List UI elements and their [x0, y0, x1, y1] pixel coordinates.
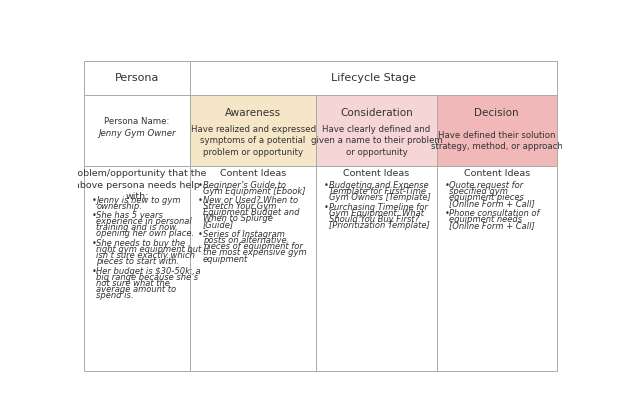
- Text: •: •: [444, 209, 449, 218]
- Text: •: •: [198, 230, 203, 239]
- Text: Quote request for: Quote request for: [449, 181, 524, 190]
- Text: specified gym: specified gym: [449, 187, 509, 196]
- Bar: [190, 61, 557, 95]
- Text: ownership.: ownership.: [96, 202, 142, 211]
- Bar: [84, 61, 190, 95]
- Bar: [437, 95, 557, 166]
- Text: •: •: [92, 196, 97, 205]
- Text: Series of Instagram: Series of Instagram: [203, 230, 285, 239]
- Text: •: •: [92, 211, 97, 220]
- Text: •: •: [198, 196, 203, 205]
- Text: When to Splurge: When to Splurge: [203, 214, 273, 224]
- Text: experience in personal: experience in personal: [96, 217, 192, 226]
- Text: pieces to start with.: pieces to start with.: [96, 257, 180, 266]
- Text: Have clearly defined and
given a name to their problem
or opportunity: Have clearly defined and given a name to…: [311, 125, 442, 157]
- Text: •: •: [92, 267, 97, 276]
- Text: spend is.: spend is.: [96, 291, 134, 300]
- Text: isn’t sure exactly which: isn’t sure exactly which: [96, 251, 195, 260]
- Bar: [190, 95, 316, 166]
- Text: Gym Equipment: What: Gym Equipment: What: [328, 208, 424, 218]
- Text: Persona: Persona: [115, 73, 159, 83]
- Text: Awareness: Awareness: [225, 108, 281, 118]
- Text: [Online Form + Call]: [Online Form + Call]: [449, 199, 535, 208]
- Text: Problem/opportunity that the
above persona needs help
with:: Problem/opportunity that the above perso…: [68, 169, 206, 201]
- Text: •: •: [444, 181, 449, 190]
- Text: She needs to buy the: She needs to buy the: [96, 239, 185, 248]
- Text: Persona Name:: Persona Name:: [104, 117, 170, 126]
- Text: Content Ideas: Content Ideas: [220, 169, 286, 178]
- Text: Purchasing Timeline for: Purchasing Timeline for: [328, 203, 427, 211]
- Text: training and is now: training and is now: [96, 224, 177, 232]
- Text: Template for First-Time: Template for First-Time: [328, 187, 426, 196]
- Text: Content Ideas: Content Ideas: [464, 169, 530, 178]
- Text: Phone consultation of: Phone consultation of: [449, 209, 540, 218]
- Text: posts on alternative: posts on alternative: [203, 236, 286, 245]
- Text: Equipment Budget and: Equipment Budget and: [203, 208, 300, 217]
- Text: Lifecycle Stage: Lifecycle Stage: [331, 73, 416, 83]
- Text: New or Used? When to: New or Used? When to: [203, 196, 298, 205]
- Text: [Online Form + Call]: [Online Form + Call]: [449, 221, 535, 230]
- Text: Jenny Gym Owner: Jenny Gym Owner: [98, 129, 176, 138]
- Text: •: •: [324, 181, 329, 190]
- Bar: [84, 166, 190, 371]
- Text: Jenny is new to gym: Jenny is new to gym: [96, 196, 181, 205]
- Text: pieces of equipment for: pieces of equipment for: [203, 242, 303, 251]
- Bar: [316, 166, 437, 371]
- Text: the most expensive gym: the most expensive gym: [203, 249, 306, 257]
- Text: Consideration: Consideration: [340, 108, 412, 118]
- Text: equipment: equipment: [203, 254, 248, 264]
- Text: Her budget is $30-50k: a: Her budget is $30-50k: a: [96, 267, 201, 276]
- Bar: [84, 95, 190, 166]
- Text: opening her own place.: opening her own place.: [96, 229, 195, 239]
- Text: •: •: [92, 239, 97, 248]
- Text: Beginner’s Guide to: Beginner’s Guide to: [203, 181, 286, 190]
- Text: big range because she’s: big range because she’s: [96, 273, 198, 282]
- Text: •: •: [324, 203, 329, 211]
- Text: Stretch Your Gym: Stretch Your Gym: [203, 202, 276, 211]
- Bar: [437, 166, 557, 371]
- Text: •: •: [198, 181, 203, 190]
- Bar: [190, 166, 316, 371]
- Text: not sure what the: not sure what the: [96, 279, 170, 288]
- Text: Should You Buy First?: Should You Buy First?: [328, 215, 419, 224]
- Text: Have defined their solution
strategy, method, or approach: Have defined their solution strategy, me…: [431, 131, 563, 151]
- Text: [Guide]: [Guide]: [203, 221, 234, 229]
- Bar: [316, 95, 437, 166]
- Text: right gym equipment but: right gym equipment but: [96, 245, 202, 254]
- Text: Gym Owners [Template]: Gym Owners [Template]: [328, 193, 431, 202]
- Text: Have realized and expressed
symptoms of a potential
problem or opportunity: Have realized and expressed symptoms of …: [190, 125, 316, 157]
- Text: She has 5 years: She has 5 years: [96, 211, 163, 220]
- Text: equipment needs: equipment needs: [449, 215, 522, 224]
- Text: average amount to: average amount to: [96, 285, 177, 294]
- Text: Content Ideas: Content Ideas: [343, 169, 409, 178]
- Text: Gym Equipment [Ebook]: Gym Equipment [Ebook]: [203, 187, 305, 196]
- Text: [Prioritization Template]: [Prioritization Template]: [328, 221, 429, 230]
- Text: Budgeting and Expense: Budgeting and Expense: [328, 181, 428, 190]
- Text: Decision: Decision: [474, 108, 519, 118]
- Text: equipment pieces: equipment pieces: [449, 193, 524, 202]
